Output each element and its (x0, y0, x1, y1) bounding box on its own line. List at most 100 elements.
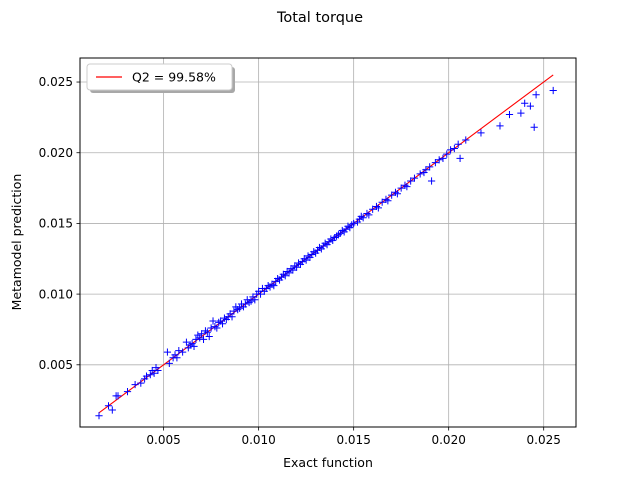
data-point (374, 204, 382, 212)
x-axis-ticks: 0.005 0.010 0.015 0.020 0.025 (146, 427, 561, 447)
data-point (496, 122, 504, 130)
data-point (407, 177, 415, 185)
data-point (365, 211, 373, 219)
data-point (196, 334, 204, 342)
x-tick-label: 0.005 (146, 433, 180, 447)
data-point (397, 184, 405, 192)
data-point (391, 188, 400, 196)
data-point (198, 330, 206, 338)
data-point (293, 263, 301, 271)
data-point (108, 406, 116, 414)
data-point (350, 219, 358, 228)
scatter-points (95, 86, 557, 420)
y-tick-label: 0.025 (39, 75, 73, 89)
data-point (175, 347, 183, 355)
data-point (150, 369, 158, 377)
data-point (416, 170, 424, 178)
legend-label: Q2 = 99.58% (132, 70, 216, 85)
y-tick-label: 0.010 (39, 287, 73, 301)
data-point (142, 372, 151, 380)
x-axis-label: Exact function (283, 455, 373, 470)
data-point (378, 198, 386, 206)
data-point (154, 366, 162, 375)
data-point (281, 272, 289, 280)
data-point (439, 154, 447, 162)
data-point (123, 388, 132, 396)
data-point (241, 300, 249, 308)
data-point (426, 163, 434, 171)
data-point (427, 177, 436, 185)
data-point (179, 348, 187, 356)
data-point (549, 86, 557, 95)
data-point (431, 159, 439, 167)
y-tick-label: 0.020 (39, 146, 73, 160)
data-point (270, 282, 278, 290)
data-point (462, 136, 470, 144)
legend: Q2 = 99.58% (86, 63, 235, 93)
data-point (403, 183, 411, 191)
data-point (530, 123, 538, 131)
data-point (247, 297, 255, 305)
data-point (190, 342, 198, 351)
data-point (450, 144, 458, 153)
legend-box (86, 63, 233, 91)
data-point (477, 129, 485, 137)
data-point (203, 328, 211, 336)
data-point (137, 379, 145, 387)
data-point (287, 265, 295, 273)
y-tick-label: 0.015 (39, 217, 73, 231)
data-point (114, 392, 122, 400)
data-point (532, 91, 540, 99)
chart-title: Total torque (276, 10, 363, 26)
data-point (526, 102, 534, 110)
data-point (95, 412, 103, 420)
grid-lines (80, 58, 576, 427)
data-point (192, 335, 200, 343)
data-point (182, 338, 191, 346)
data-point (456, 154, 464, 162)
data-point (359, 214, 367, 222)
data-point (236, 304, 244, 312)
data-point (454, 140, 462, 148)
data-point (327, 235, 335, 243)
data-point (285, 269, 293, 277)
data-point (173, 354, 181, 362)
data-point (521, 99, 529, 107)
data-point (289, 266, 297, 274)
data-point (209, 317, 217, 325)
data-point (104, 402, 113, 410)
data-point (256, 290, 265, 298)
data-point (302, 256, 310, 264)
data-point (163, 348, 172, 356)
data-point (213, 324, 221, 332)
data-point (393, 190, 401, 198)
data-point (230, 307, 238, 315)
data-point (517, 109, 525, 117)
data-point (384, 197, 392, 205)
x-tick-label: 0.010 (241, 433, 275, 447)
data-point (446, 146, 455, 154)
data-point (199, 335, 208, 343)
data-point (443, 150, 451, 158)
x-tick-label: 0.015 (336, 433, 370, 447)
data-point (369, 205, 377, 213)
x-tick-label: 0.025 (527, 433, 561, 447)
data-point (251, 296, 259, 304)
data-point (505, 110, 514, 119)
y-axis-ticks: 0.005 0.010 0.015 0.020 0.025 (39, 75, 80, 372)
data-point (388, 191, 396, 199)
data-point (422, 166, 430, 174)
data-point (131, 380, 139, 389)
data-point (410, 174, 419, 182)
data-point (146, 371, 154, 379)
data-point (228, 313, 236, 321)
data-point (401, 181, 409, 189)
y-axis-label: Metamodel prediction (9, 174, 24, 311)
y-tick-label: 0.005 (39, 358, 73, 372)
x-tick-label: 0.020 (431, 433, 465, 447)
data-point (435, 156, 443, 164)
plot-frame (79, 57, 577, 428)
data-point (218, 320, 227, 328)
data-point (205, 332, 213, 341)
